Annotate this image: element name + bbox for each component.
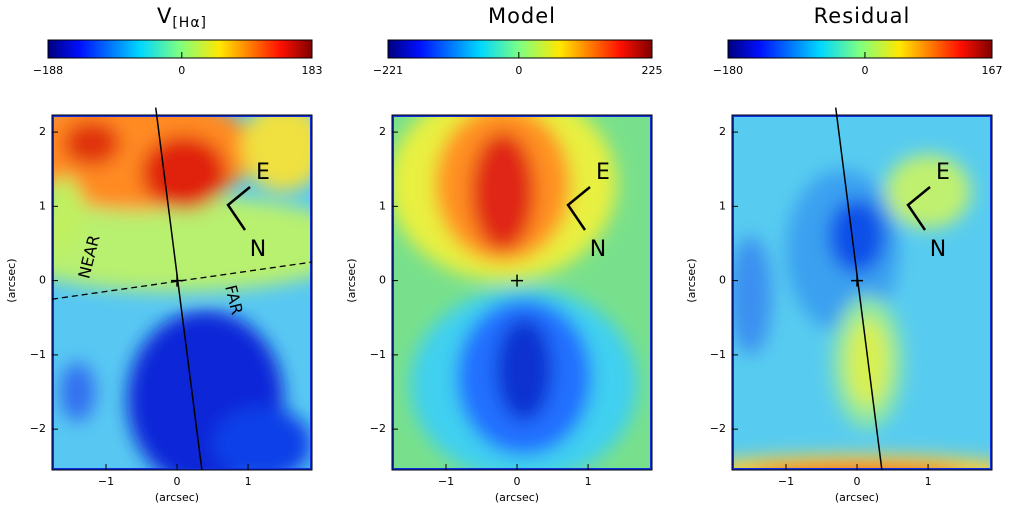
map-region [63, 120, 121, 166]
map-region [828, 198, 886, 274]
x-tick-label: 1 [245, 475, 252, 488]
colorbar-tick-label: 0 [178, 64, 185, 77]
y-tick-label: −2 [30, 422, 46, 435]
x-tick-label: 1 [585, 475, 592, 488]
annotation: N [250, 237, 266, 262]
x-tick-label: 0 [854, 475, 861, 488]
annotation: E [256, 160, 270, 185]
y-tick-label: −2 [370, 422, 386, 435]
y-tick-label: −1 [30, 348, 46, 361]
plot-frame [51, 114, 313, 471]
map-blobs [732, 154, 992, 470]
map-region [240, 115, 312, 192]
y-axis-label: (arcsec) [5, 259, 18, 303]
center-cross [511, 274, 524, 287]
colorbar-tick-label: 0 [515, 64, 522, 77]
panel: Model −221 0 225 E N −1 0 1 −2 −1 0 1 2 (arcsec) (arcse… [345, 4, 663, 504]
plot-frame [731, 114, 993, 471]
y-tick-label: 2 [379, 125, 386, 138]
map-region [59, 362, 96, 422]
x-tick-label: −1 [778, 475, 794, 488]
panel-title: Residual [814, 4, 911, 28]
compass [226, 186, 251, 231]
map-region [212, 406, 312, 470]
panel: Residual −180 0 167 E N −1 0 1 −2 −1 0 1 2 (arcsec) (ar… [685, 4, 1003, 504]
compass [906, 186, 931, 231]
annotation: E [936, 160, 950, 185]
colorbar-tick-label: −180 [713, 64, 743, 77]
y-tick-label: 0 [379, 274, 386, 287]
annotation: N [930, 237, 946, 262]
colorbar-tick-label: 167 [982, 64, 1003, 77]
plot-frame [391, 114, 653, 471]
x-axis-label: (arcsec) [155, 491, 199, 504]
y-tick-label: −1 [370, 348, 386, 361]
center-cross [851, 274, 864, 287]
y-tick-label: 1 [719, 199, 726, 212]
colorbar-tick-label: 0 [861, 64, 868, 77]
y-tick-label: 0 [39, 274, 46, 287]
map [732, 115, 992, 470]
y-tick-label: −1 [710, 348, 726, 361]
y-tick-label: 2 [39, 125, 46, 138]
panel-title: Model [488, 4, 556, 28]
y-axis-label: (arcsec) [685, 259, 698, 303]
x-tick-label: 1 [925, 475, 932, 488]
x-axis-label: (arcsec) [835, 491, 879, 504]
map-region [141, 135, 227, 211]
map-region [732, 236, 772, 355]
map-blobs [52, 115, 312, 470]
y-tick-label: 1 [39, 199, 46, 212]
axis-line [834, 107, 883, 471]
y-tick-label: 0 [719, 274, 726, 287]
colorbar-tick-label: 225 [642, 64, 663, 77]
y-tick-label: −2 [710, 422, 726, 435]
title-sub: [Hα] [172, 15, 207, 31]
map-region [885, 154, 971, 229]
y-axis-label: (arcsec) [345, 259, 358, 303]
compass [566, 186, 591, 231]
map-blobs [392, 115, 638, 470]
map-region [495, 317, 553, 422]
colorbar-tick-label: −221 [373, 64, 403, 77]
axis-line [154, 107, 203, 471]
x-tick-label: −1 [438, 475, 454, 488]
y-tick-label: 2 [719, 125, 726, 138]
x-tick-label: 0 [514, 475, 521, 488]
colorbar [47, 39, 313, 59]
panel-title: V[Hα] [157, 4, 207, 31]
colorbar-tick-label: −188 [33, 64, 63, 77]
map-region [52, 195, 312, 292]
colorbar-tick-label: 183 [302, 64, 323, 77]
map [52, 115, 312, 470]
center-cross [171, 274, 184, 287]
title-main: V [157, 4, 172, 28]
x-axis-label: (arcsec) [495, 491, 539, 504]
x-tick-label: −1 [98, 475, 114, 488]
annotation: E [596, 160, 610, 185]
annotation: N [590, 237, 606, 262]
colorbar [727, 39, 993, 59]
map [392, 115, 652, 470]
map-region [470, 132, 535, 251]
y-tick-label: 1 [379, 199, 386, 212]
x-tick-label: 0 [174, 475, 181, 488]
colorbar [387, 39, 653, 59]
map-region [732, 455, 992, 470]
map-region [52, 176, 85, 251]
